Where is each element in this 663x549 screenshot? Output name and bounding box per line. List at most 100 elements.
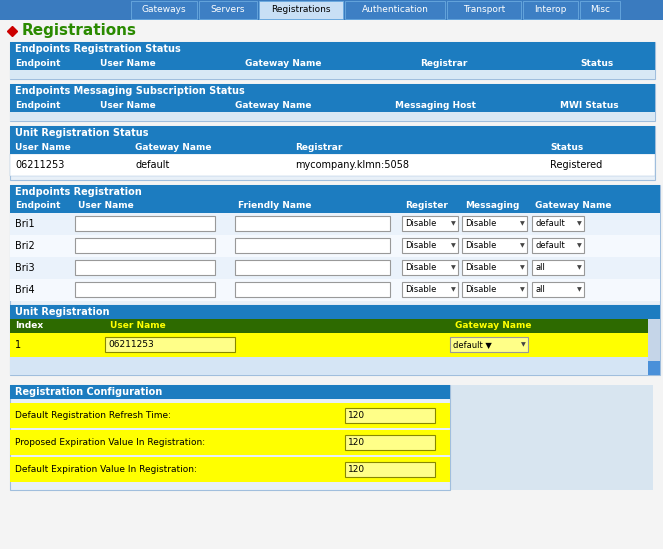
Text: 1: 1 — [15, 340, 21, 350]
Text: Authentication: Authentication — [361, 5, 428, 14]
Bar — [105, 337, 235, 352]
Bar — [462, 282, 527, 297]
Bar — [235, 282, 390, 297]
Bar — [10, 154, 655, 176]
Bar — [402, 260, 458, 275]
Text: Endpoint: Endpoint — [15, 100, 60, 109]
Text: Registered: Registered — [550, 160, 602, 170]
Bar — [402, 282, 458, 297]
Text: Registrar: Registrar — [420, 59, 467, 68]
Text: Gateway Name: Gateway Name — [245, 59, 322, 68]
Bar — [235, 238, 390, 253]
Text: ▼: ▼ — [577, 265, 581, 270]
Text: Disable: Disable — [405, 263, 436, 272]
Bar — [648, 319, 660, 375]
Text: Endpoints Registration: Endpoints Registration — [15, 187, 142, 197]
Text: Endpoints Registration Status: Endpoints Registration Status — [15, 44, 181, 54]
Text: Gateways: Gateways — [142, 5, 186, 14]
Text: ▼: ▼ — [451, 265, 455, 270]
Text: User Name: User Name — [100, 59, 156, 68]
Bar — [75, 282, 215, 297]
Text: ▼: ▼ — [577, 243, 581, 248]
Text: 120: 120 — [348, 465, 365, 474]
Text: ▼: ▼ — [451, 221, 455, 226]
Text: Gateway Name: Gateway Name — [455, 322, 532, 330]
Bar — [345, 462, 435, 477]
Bar — [402, 238, 458, 253]
Text: all: all — [535, 263, 545, 272]
Text: default ▼: default ▼ — [453, 340, 492, 349]
Bar — [462, 238, 527, 253]
Bar — [10, 185, 660, 305]
Bar — [0, 0, 663, 20]
Text: User Name: User Name — [110, 322, 166, 330]
Bar — [10, 403, 450, 428]
Text: Bri3: Bri3 — [15, 263, 34, 273]
Text: Messaging Host: Messaging Host — [395, 100, 476, 109]
Bar — [199, 1, 257, 19]
Text: 120: 120 — [348, 438, 365, 447]
Text: Messaging: Messaging — [465, 201, 519, 210]
Text: Endpoint: Endpoint — [15, 201, 60, 210]
Text: ▼: ▼ — [520, 243, 524, 248]
Text: Disable: Disable — [405, 219, 436, 228]
Bar — [235, 260, 390, 275]
Text: Default Registration Refresh Time:: Default Registration Refresh Time: — [15, 411, 171, 420]
Bar — [10, 185, 660, 199]
Bar — [10, 305, 660, 375]
Text: Gateway Name: Gateway Name — [535, 201, 611, 210]
Text: Bri4: Bri4 — [15, 285, 34, 295]
Text: Bri2: Bri2 — [15, 241, 34, 251]
Bar — [532, 260, 584, 275]
Bar — [10, 56, 655, 70]
Bar — [462, 216, 527, 231]
Text: ▼: ▼ — [520, 287, 524, 292]
Text: Endpoint: Endpoint — [15, 59, 60, 68]
Bar — [10, 140, 655, 154]
Text: ▼: ▼ — [451, 243, 455, 248]
Bar — [10, 42, 655, 56]
Bar — [75, 260, 215, 275]
Bar — [532, 238, 584, 253]
Text: ▼: ▼ — [520, 342, 525, 347]
Text: default: default — [535, 219, 565, 228]
Text: Index: Index — [15, 322, 43, 330]
Bar — [131, 1, 197, 19]
Text: 06211253: 06211253 — [108, 340, 154, 349]
Text: all: all — [535, 285, 545, 294]
Bar — [10, 279, 660, 301]
Bar — [10, 385, 450, 399]
Text: Endpoints Messaging Subscription Status: Endpoints Messaging Subscription Status — [15, 86, 245, 96]
Bar — [532, 282, 584, 297]
Text: Registration Configuration: Registration Configuration — [15, 387, 162, 397]
Bar — [259, 1, 343, 19]
Text: Disable: Disable — [465, 241, 497, 250]
Bar — [523, 1, 578, 19]
Bar — [10, 112, 655, 121]
Bar — [450, 385, 653, 490]
Text: default: default — [135, 160, 169, 170]
Bar — [10, 126, 655, 180]
Text: User Name: User Name — [15, 143, 71, 152]
Bar — [450, 337, 528, 352]
Text: Gateway Name: Gateway Name — [235, 100, 312, 109]
Text: Status: Status — [550, 143, 583, 152]
Bar — [447, 1, 521, 19]
Text: Friendly Name: Friendly Name — [238, 201, 312, 210]
Bar — [10, 319, 660, 333]
Text: mycompany.klmn:5058: mycompany.klmn:5058 — [295, 160, 409, 170]
Text: Disable: Disable — [405, 241, 436, 250]
Text: Transport: Transport — [463, 5, 505, 14]
Bar — [532, 216, 584, 231]
Bar — [10, 42, 655, 79]
Bar — [235, 216, 390, 231]
Bar — [10, 98, 655, 112]
Text: ▼: ▼ — [520, 265, 524, 270]
Text: Register: Register — [405, 201, 448, 210]
Text: default: default — [535, 241, 565, 250]
Text: Disable: Disable — [405, 285, 436, 294]
Bar — [10, 333, 660, 357]
Bar — [10, 235, 660, 257]
Bar — [345, 435, 435, 450]
Bar — [10, 199, 660, 213]
